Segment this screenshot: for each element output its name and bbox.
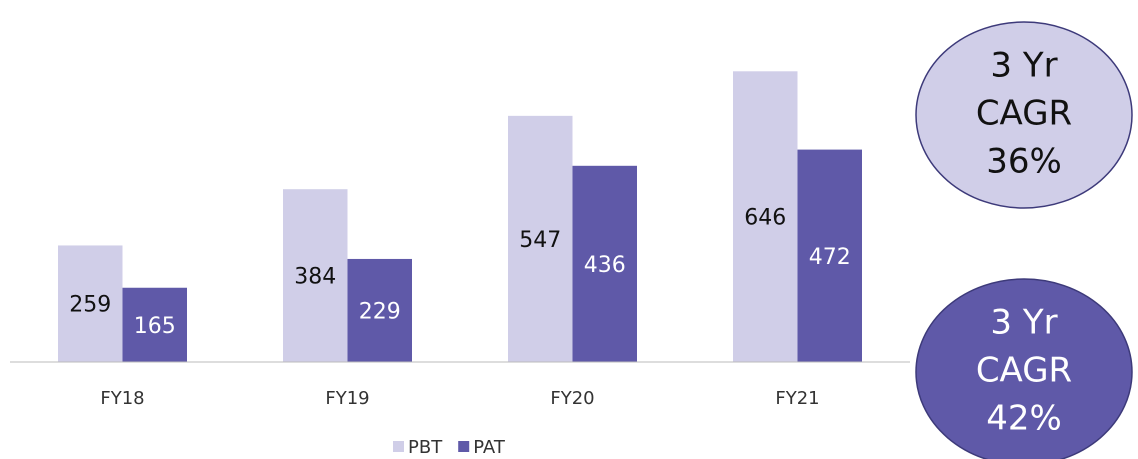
x-tick-label: FY18 [100, 388, 144, 409]
bar [733, 71, 798, 363]
bar [58, 245, 123, 362]
data-label: 229 [359, 299, 401, 324]
cagr-text: CAGR [976, 94, 1072, 134]
legend-label: PAT [473, 437, 506, 458]
bar [283, 189, 348, 362]
cagr-text: 36% [986, 142, 1062, 182]
bar [508, 115, 573, 362]
cagr-text: 3 Yr [990, 46, 1057, 86]
bar [572, 165, 637, 362]
data-label: 472 [809, 245, 851, 270]
x-tick-label: FY19 [325, 388, 369, 409]
cagr-bubble [915, 278, 1133, 459]
data-label: 259 [69, 293, 111, 318]
data-label: 547 [519, 228, 561, 253]
legend-label: PBT [408, 437, 443, 458]
legend-swatch [458, 441, 470, 452]
legend-swatch [393, 441, 404, 452]
bar [797, 149, 862, 362]
x-tick-label: FY21 [775, 388, 819, 409]
data-label: 384 [294, 265, 336, 290]
data-label: 646 [744, 206, 786, 231]
cagr-text: CAGR [976, 351, 1072, 391]
x-tick-label: FY20 [550, 388, 594, 409]
cagr-text: 3 Yr [990, 303, 1057, 343]
cagr-text: 42% [986, 399, 1062, 439]
bar [347, 258, 412, 362]
cagr-bubble [915, 21, 1133, 209]
bar [122, 287, 187, 362]
data-label: 165 [134, 314, 176, 339]
data-label: 436 [584, 253, 626, 278]
